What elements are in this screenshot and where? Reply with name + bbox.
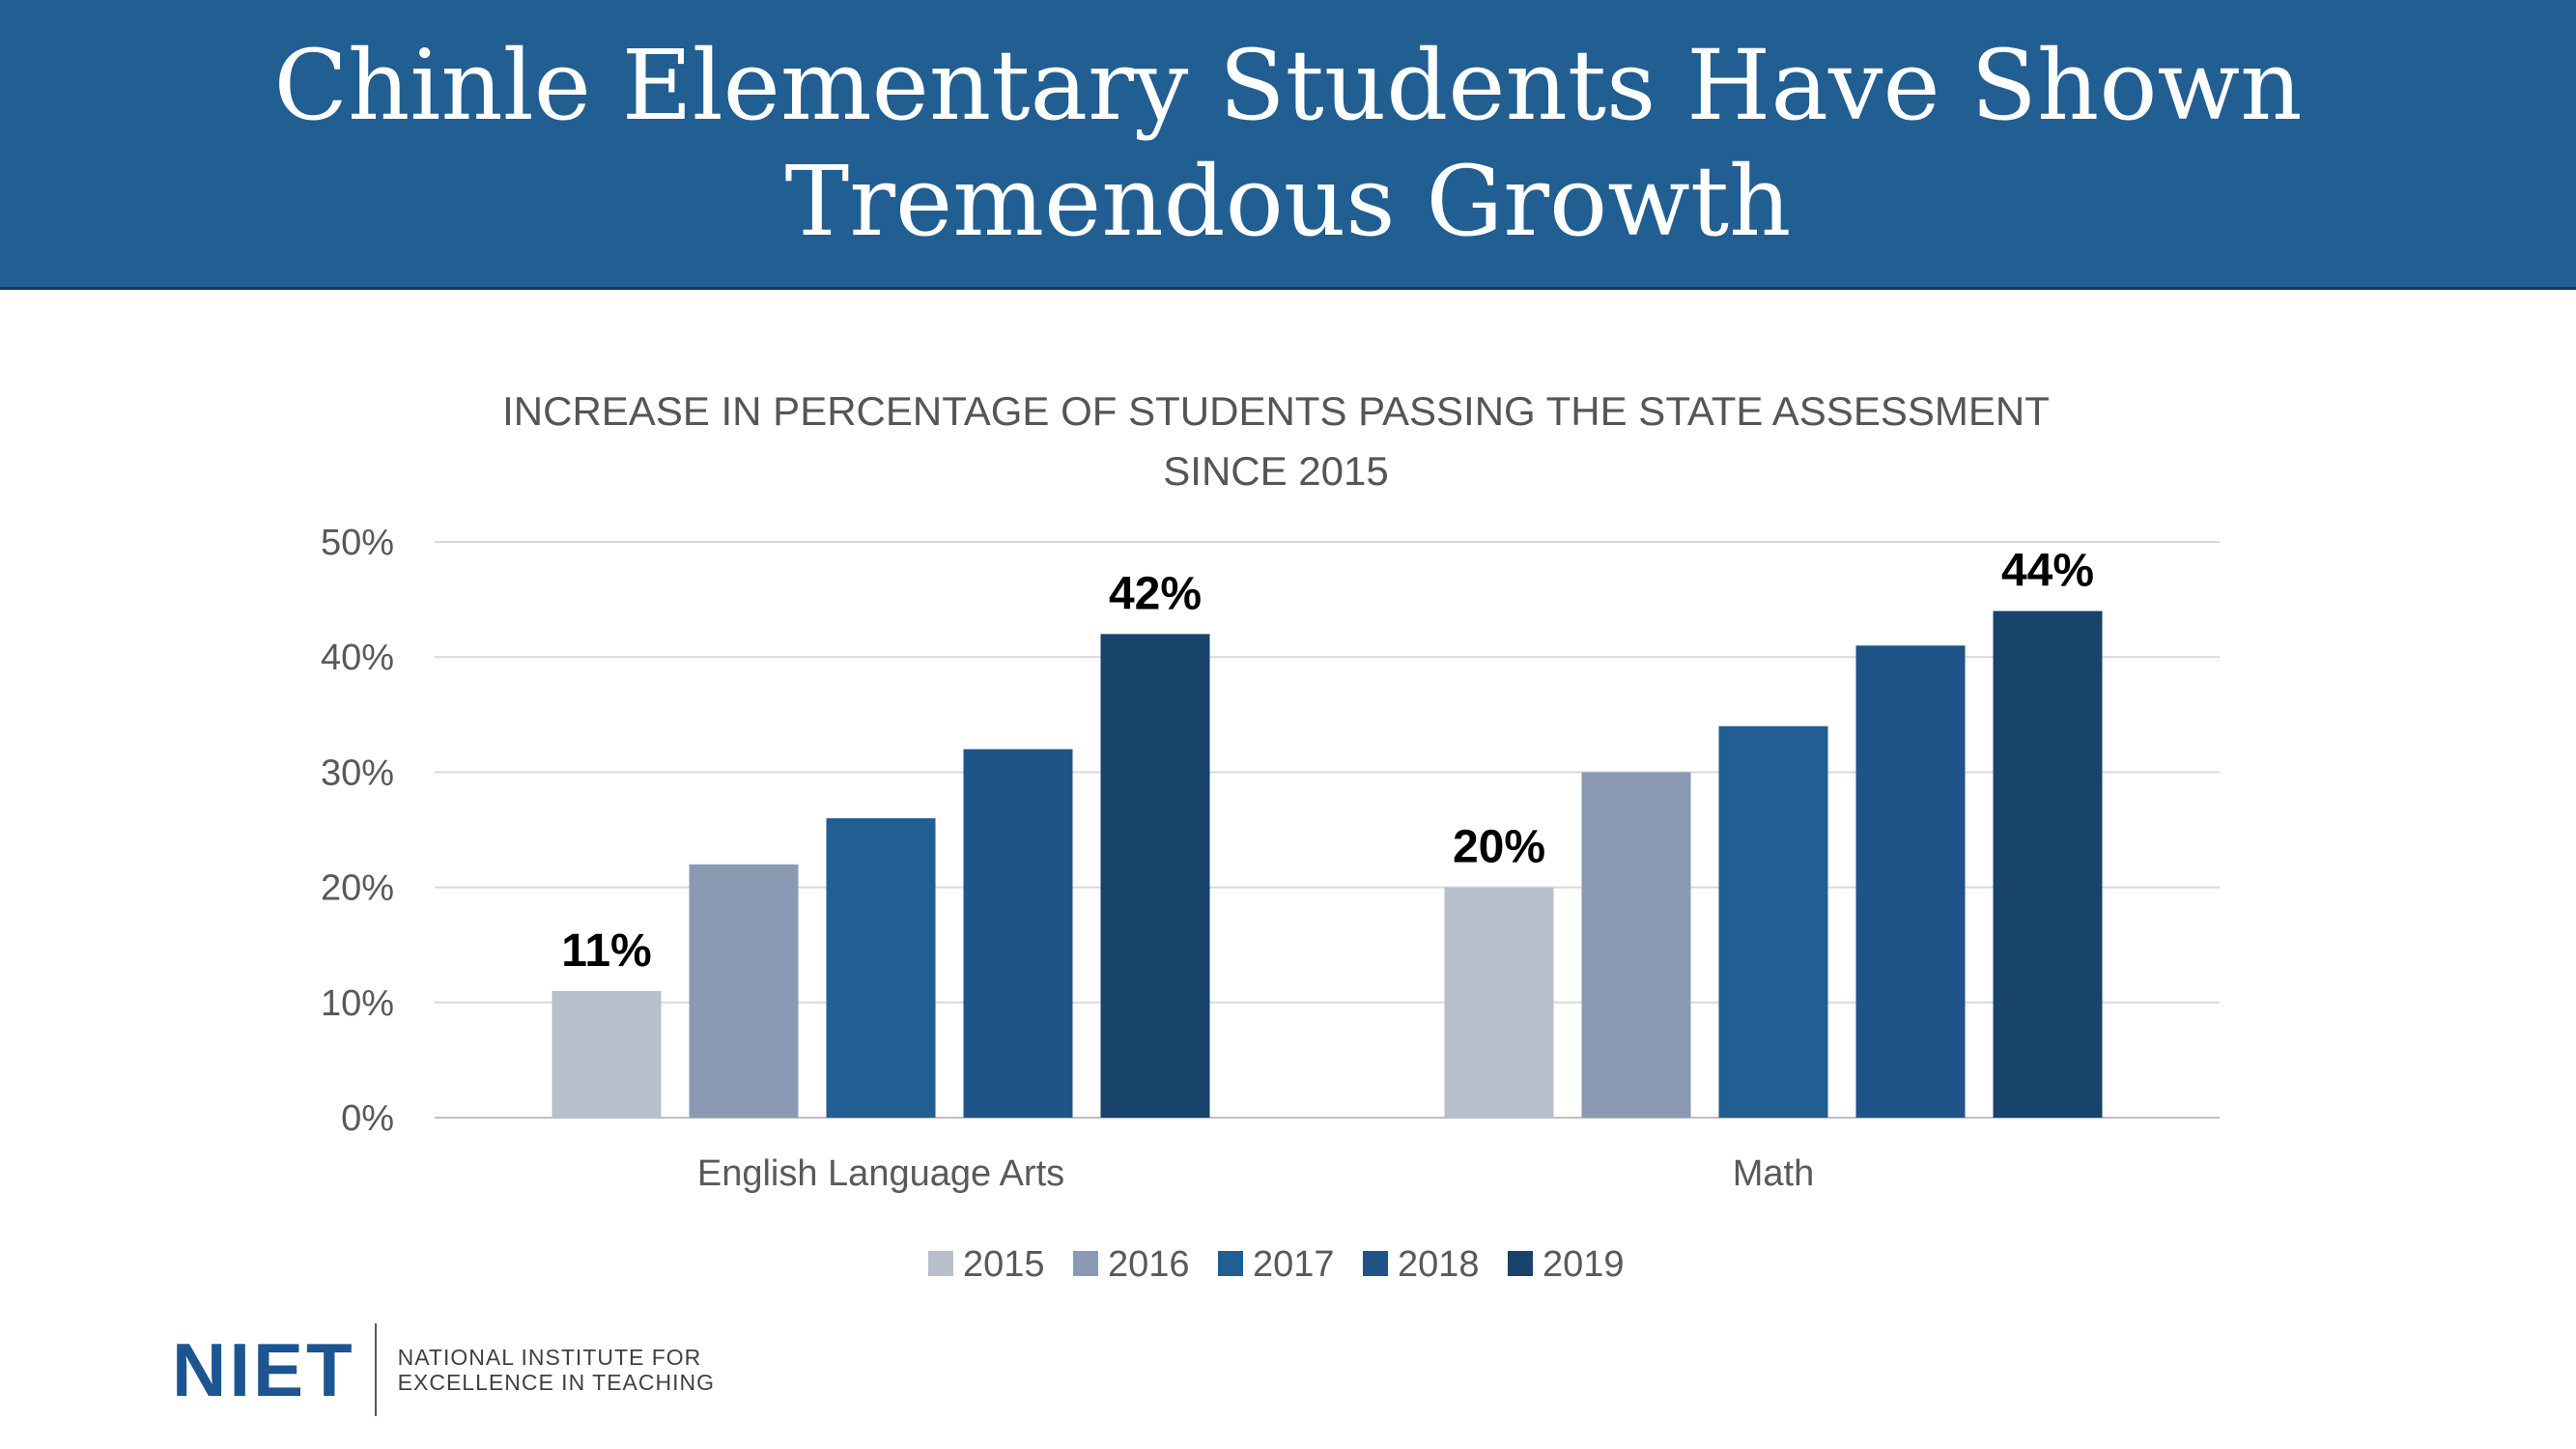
- bar-2017-math: [1718, 725, 1828, 1118]
- chart-title-line-1: INCREASE IN PERCENTAGE OF STUDENTS PASSI…: [502, 388, 2050, 434]
- data-label: 20%: [1453, 822, 1545, 873]
- category-label: Math: [1733, 1153, 1814, 1194]
- logo-mark: NIET: [172, 1327, 355, 1412]
- logo-text-line-2: EXCELLENCE IN TEACHING: [397, 1370, 715, 1395]
- legend: 2015 2016 2017 2018 2019: [928, 1244, 1625, 1285]
- chart-title-line-2: SINCE 2015: [1163, 448, 1388, 494]
- data-label: 42%: [1109, 568, 1202, 619]
- legend-label-2016: 2016: [1108, 1244, 1190, 1285]
- slide-header: Chinle Elementary Students Have Shown Tr…: [0, 0, 2576, 290]
- bar-2019-math: [1993, 611, 2103, 1118]
- legend-label-2018: 2018: [1398, 1244, 1480, 1285]
- logo-divider: [374, 1323, 377, 1416]
- legend-swatch-2015: [928, 1251, 953, 1276]
- bar-2015-math: [1444, 887, 1554, 1118]
- legend-label-2015: 2015: [963, 1244, 1045, 1285]
- data-label: 44%: [2001, 546, 2094, 597]
- y-tick-label: 0%: [341, 1098, 394, 1139]
- bar-2016-ela: [689, 864, 799, 1118]
- y-tick-label: 30%: [321, 753, 394, 793]
- bar-2019-ela: [1100, 634, 1210, 1118]
- legend-swatch-2016: [1073, 1251, 1098, 1276]
- y-tick-label: 20%: [321, 868, 394, 909]
- slide-title-line-2: Tremendous Growth: [784, 144, 1792, 258]
- category-labels: English Language Arts Math: [697, 1153, 1814, 1194]
- data-labels: 11% 42% 20% 44%: [561, 546, 2094, 977]
- legend-swatch-2019: [1508, 1251, 1533, 1276]
- bar-2016-math: [1581, 772, 1691, 1118]
- legend-label-2017: 2017: [1253, 1244, 1335, 1285]
- data-label: 11%: [561, 925, 651, 977]
- y-axis-ticks: 0% 10% 20% 30% 40% 50%: [321, 523, 394, 1139]
- y-tick-label: 50%: [321, 523, 394, 563]
- logo-text-line-1: NATIONAL INSTITUTE FOR: [397, 1345, 702, 1370]
- bar-2015-ela: [552, 990, 662, 1118]
- niet-logo: NIET NATIONAL INSTITUTE FOR EXCELLENCE I…: [172, 1321, 715, 1418]
- category-label: English Language Arts: [697, 1153, 1064, 1194]
- legend-label-2019: 2019: [1543, 1244, 1625, 1285]
- bar-2018-math: [1855, 645, 1966, 1118]
- y-tick-label: 10%: [321, 983, 394, 1024]
- slide-title-line-1: Chinle Elementary Students Have Shown: [273, 28, 2303, 142]
- bars: [552, 611, 2103, 1118]
- bar-2017-ela: [826, 818, 936, 1118]
- legend-swatch-2018: [1363, 1251, 1388, 1276]
- logo-text: NATIONAL INSTITUTE FOR EXCELLENCE IN TEA…: [398, 1345, 715, 1395]
- y-tick-label: 40%: [321, 638, 394, 678]
- bar-2018-ela: [963, 749, 1073, 1118]
- legend-swatch-2017: [1218, 1251, 1243, 1276]
